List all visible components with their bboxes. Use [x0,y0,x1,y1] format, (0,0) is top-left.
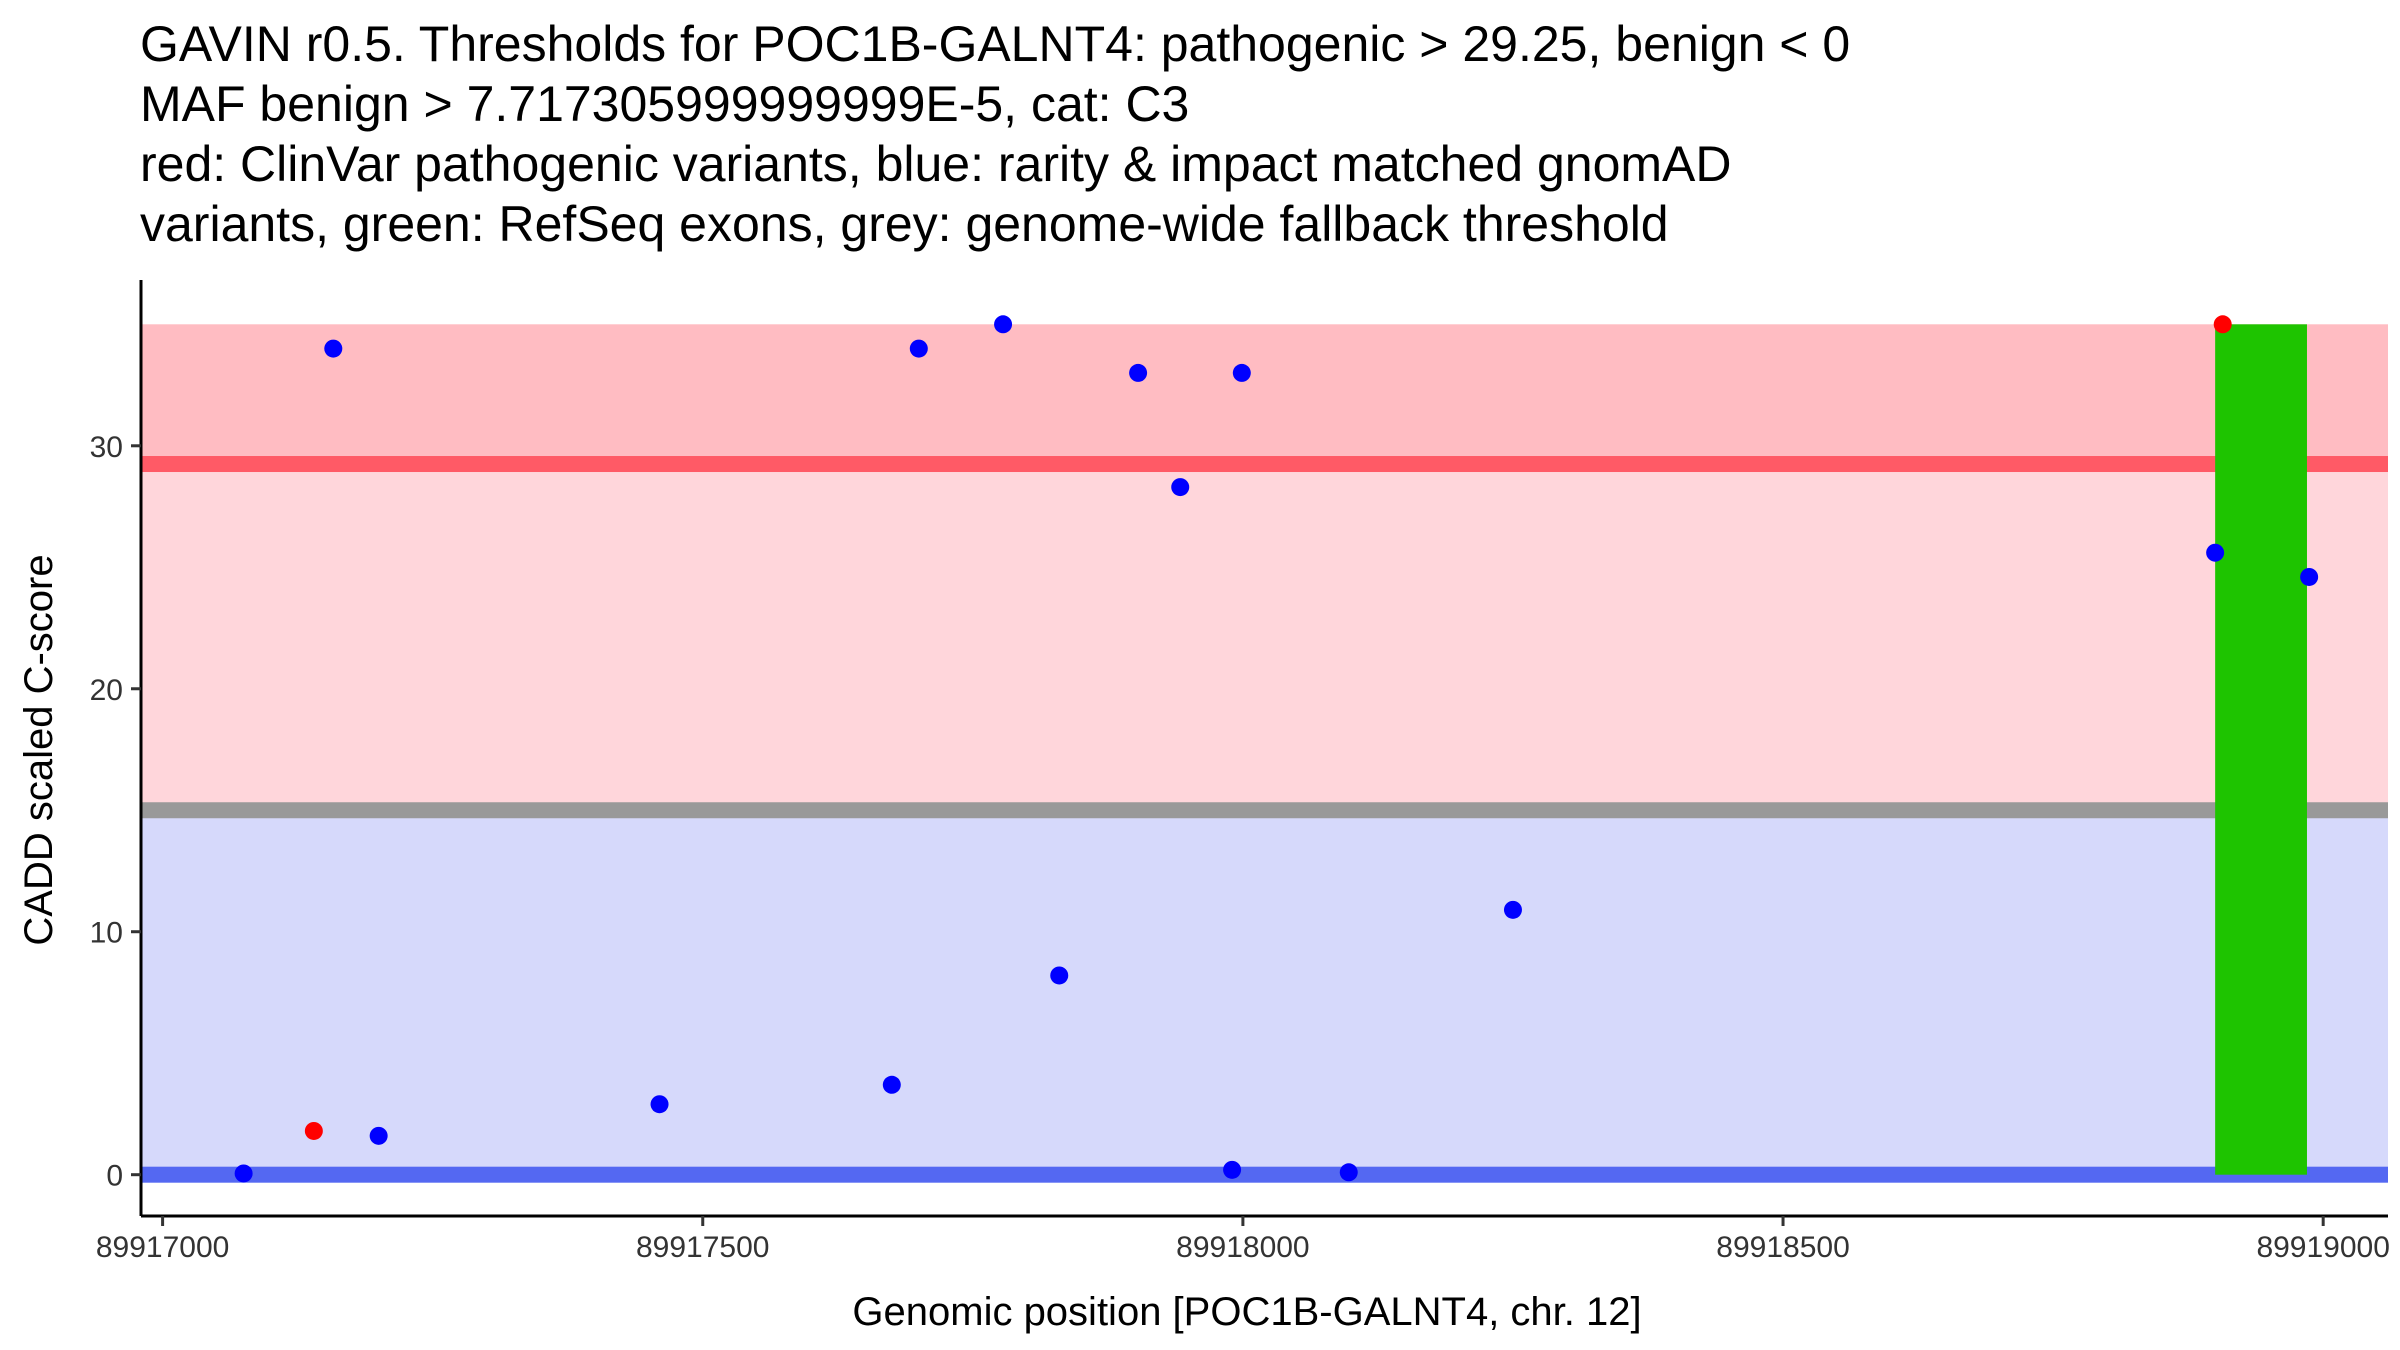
gnomad-point-8 [1050,966,1069,985]
gnomad-point-1 [234,1164,253,1183]
gnomad-point-10 [1171,478,1190,497]
gnomad-point-7 [994,315,1013,334]
threshold-lines [141,456,2388,1183]
benign-zone [141,810,2388,1175]
x-tick-label-2: 89917500 [636,1231,769,1264]
gnomad-point-9 [1129,363,1148,382]
gnomad-point-2 [324,339,343,358]
x-tick-label-1: 89917000 [96,1231,229,1264]
gnomad-point-4 [650,1095,669,1114]
gnomad-point-11 [1223,1160,1242,1179]
fallback-threshold [141,802,2388,819]
exon-bar-1 [2215,324,2307,1175]
pathogenic-zone [141,324,2388,465]
gnomad-point-12 [1232,363,1251,382]
x-tick-label-3: 89918000 [1176,1231,1309,1264]
gnomad-point-5 [882,1075,901,1094]
variant-points [234,315,2319,1183]
gnomad-point-6 [909,339,928,358]
gnomad-point-16 [2300,567,2319,586]
gnomad-point-13 [1339,1163,1358,1182]
intermediate-zone [141,464,2388,811]
x-axis-title: Genomic position [POC1B-GALNT4, chr. 12] [852,1290,1641,1334]
title-line-1: GAVIN r0.5. Thresholds for POC1B-GALNT4:… [140,16,1851,72]
axes: 89917000 89917500 89918000 89918500 89919000… [90,280,2390,1264]
gnomad-point-3 [369,1126,388,1145]
x-tick-label-5: 89919000 [2256,1231,2389,1264]
chart-title: GAVIN r0.5. Thresholds for POC1B-GALNT4:… [140,14,2380,254]
y-axis-title: CADD scaled C-score [17,554,61,945]
title-line-4: variants, green: RefSeq exons, grey: gen… [140,196,1669,252]
gnomad-point-14 [1503,900,1522,919]
y-tick-label-1: 0 [106,1160,123,1193]
benign-threshold [141,1166,2388,1183]
y-tick-label-3: 20 [90,674,123,707]
y-tick-label-2: 10 [90,917,123,950]
clinvar-point-1 [304,1121,323,1140]
pathogenic-threshold [141,456,2388,473]
gnomad-point-15 [2206,543,2225,562]
title-line-3: red: ClinVar pathogenic variants, blue: … [140,136,1732,192]
title-line-2: MAF benign > 7.717305999999999E-5, cat: … [140,76,1190,132]
clinvar-point-2 [2213,315,2232,334]
threshold-regions [141,324,2388,1175]
exon-bars [2215,324,2307,1175]
y-tick-label-4: 30 [90,431,123,464]
x-tick-label-4: 89918500 [1716,1231,1849,1264]
